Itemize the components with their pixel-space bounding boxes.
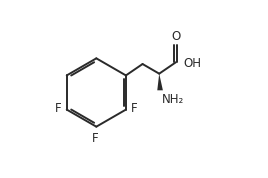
Polygon shape [157, 74, 163, 90]
Text: F: F [92, 132, 99, 145]
Text: F: F [131, 102, 138, 115]
Text: OH: OH [184, 57, 202, 70]
Text: O: O [171, 30, 180, 43]
Text: F: F [55, 102, 61, 115]
Text: NH₂: NH₂ [162, 93, 184, 106]
